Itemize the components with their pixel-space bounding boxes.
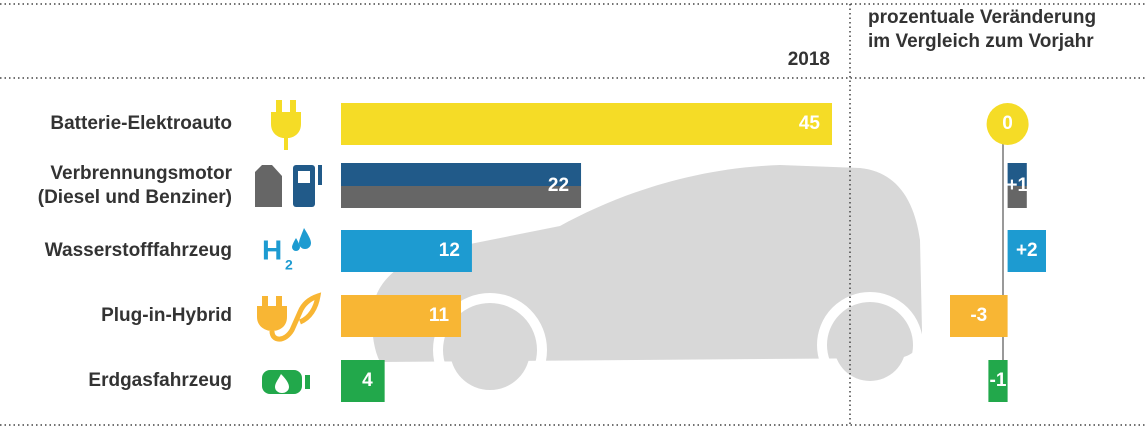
hybrid-plug-icon bbox=[257, 292, 322, 342]
icons: H 2 bbox=[255, 100, 322, 394]
value-label: 12 bbox=[439, 240, 460, 261]
change-label: -3 bbox=[970, 305, 987, 326]
change-label: +2 bbox=[1016, 240, 1038, 261]
change-label: +1 bbox=[1006, 175, 1028, 196]
bar-segment bbox=[341, 186, 582, 208]
value-label: 11 bbox=[429, 305, 450, 326]
category-label: Wasserstofffahrzeug bbox=[45, 240, 232, 261]
ground-mask bbox=[0, 404, 1147, 428]
bar bbox=[988, 360, 1008, 402]
svg-text:2: 2 bbox=[285, 257, 293, 273]
plug-icon bbox=[271, 100, 301, 150]
category-label: Erdgasfahrzeug bbox=[88, 370, 232, 391]
svg-text:H: H bbox=[262, 234, 282, 265]
bar-segment bbox=[341, 163, 582, 186]
car-wheel-fill bbox=[450, 309, 906, 390]
change-header: prozentuale Veränderung im Vergleich zum … bbox=[868, 7, 1096, 52]
bar bbox=[950, 295, 1008, 337]
category-label: Verbrennungsmotor (Diesel und Benziner) bbox=[38, 163, 233, 208]
category-label: Plug-in-Hybrid bbox=[101, 305, 232, 326]
bar-segment bbox=[1007, 163, 1027, 186]
hydrogen-icon: H 2 bbox=[262, 228, 311, 273]
car-silhouette bbox=[372, 165, 922, 362]
change-marker bbox=[986, 103, 1029, 145]
category-label: Batterie-Elektroauto bbox=[50, 113, 232, 134]
value-label: 22 bbox=[548, 175, 569, 196]
change-label: 0 bbox=[1002, 113, 1013, 134]
bar bbox=[1007, 230, 1046, 272]
value-label: 4 bbox=[362, 370, 373, 391]
column-header: 2018 bbox=[788, 49, 830, 70]
bar bbox=[341, 295, 462, 337]
fuel-icon bbox=[255, 165, 322, 207]
change-label: -1 bbox=[990, 370, 1007, 391]
bar-segment bbox=[1007, 186, 1027, 208]
gas-icon bbox=[262, 370, 310, 394]
bar bbox=[341, 103, 832, 145]
value-label: 45 bbox=[799, 113, 821, 134]
bar bbox=[341, 230, 472, 272]
car-wheels bbox=[433, 292, 923, 407]
bar bbox=[341, 360, 385, 402]
